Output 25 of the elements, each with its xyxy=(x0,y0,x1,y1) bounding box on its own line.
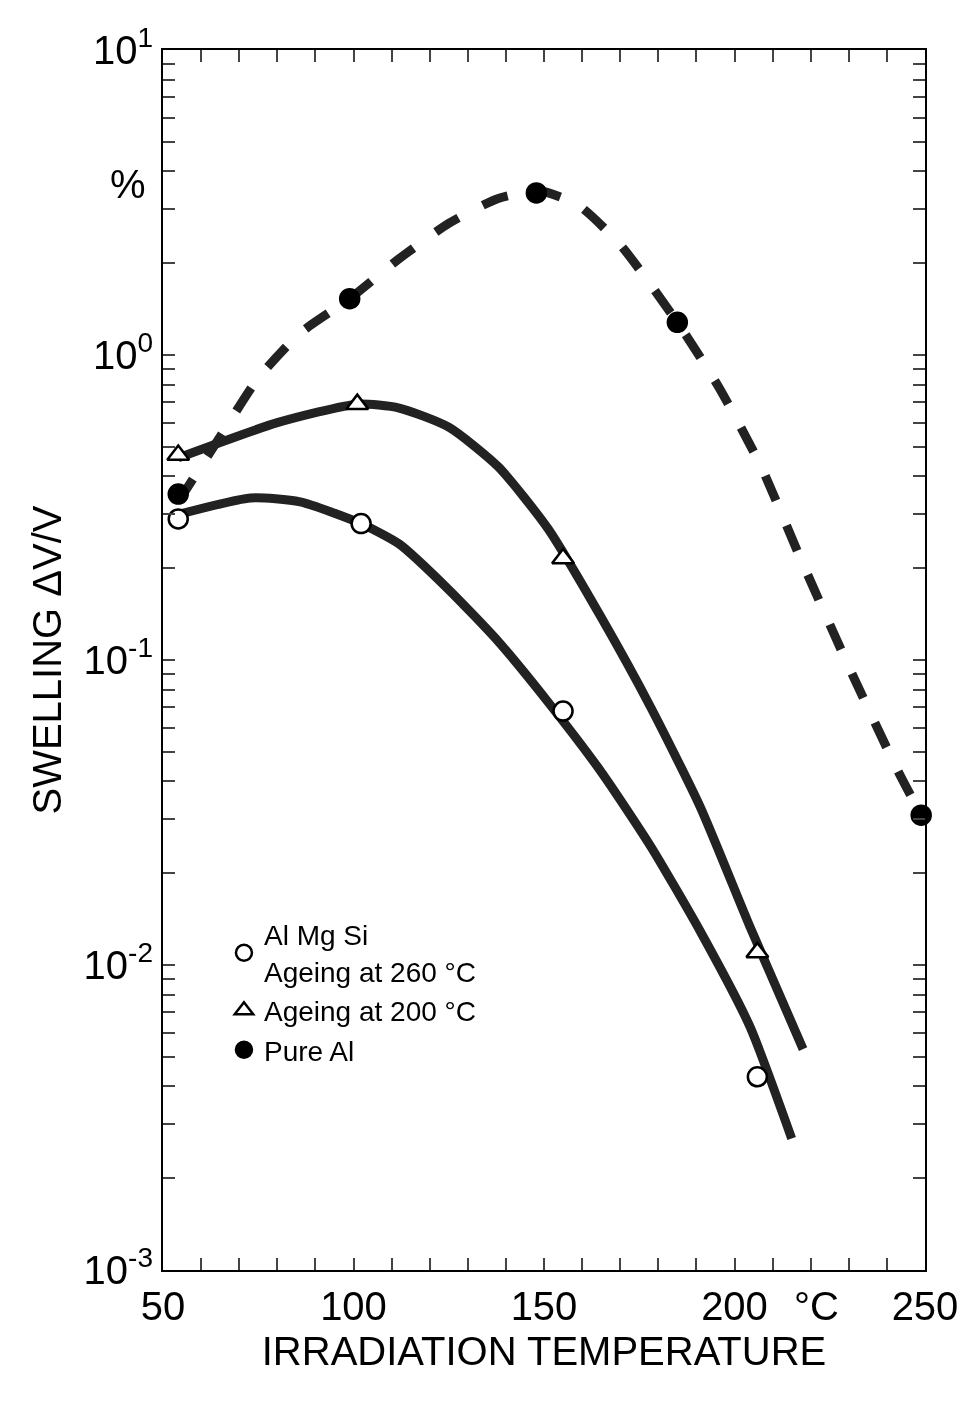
y-tick-label: 10$^{-2}$ xyxy=(83,937,153,987)
text: °C xyxy=(794,1284,839,1328)
y-tick-label: 10$^{-1}$ xyxy=(83,632,153,682)
x-tick-label: 250 xyxy=(891,1284,959,1328)
point xyxy=(167,483,189,505)
point xyxy=(746,1066,769,1088)
x-tick-label: 150 xyxy=(510,1284,578,1328)
y-tick-label: 10$^{1}$ xyxy=(92,22,153,72)
point xyxy=(345,393,370,411)
point xyxy=(666,311,689,334)
point xyxy=(525,182,548,204)
legend-label: Al Mg Si Ageing at 260 °C xyxy=(263,920,476,988)
point xyxy=(350,512,372,535)
y-tick-label: 10$^{0}$ xyxy=(92,327,153,377)
x-tick-label: 100 xyxy=(320,1284,387,1328)
x-tick-label: 200 xyxy=(701,1284,768,1328)
point xyxy=(167,508,189,530)
legend-label: Ageing at 200 °C xyxy=(263,996,476,1028)
point xyxy=(166,444,191,462)
point xyxy=(338,287,361,310)
point xyxy=(552,700,574,722)
y-axis-title: SWELLING ΔV/V xyxy=(24,505,69,815)
text: % xyxy=(110,162,146,206)
x-axis-title: IRRADIATION TEMPERATURE xyxy=(261,1329,827,1373)
legend-label: Pure Al xyxy=(263,1035,355,1067)
